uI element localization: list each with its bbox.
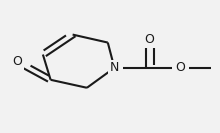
Text: O: O <box>13 55 22 68</box>
Text: O: O <box>145 33 154 46</box>
Text: N: N <box>110 61 119 74</box>
Text: O: O <box>176 61 185 74</box>
